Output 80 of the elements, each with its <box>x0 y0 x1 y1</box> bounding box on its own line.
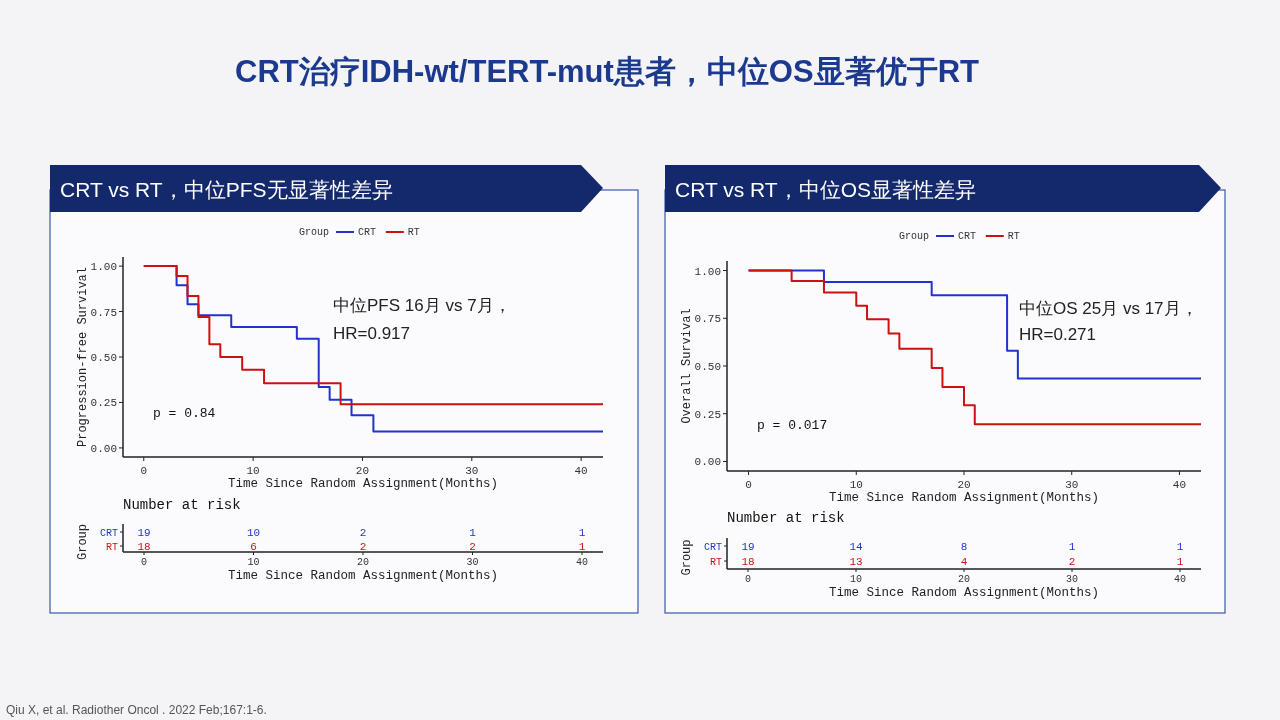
data-label: 1 <box>1068 541 1076 553</box>
x-tick-label: 10 <box>247 557 260 568</box>
y-tick-label: CRT <box>703 542 722 553</box>
y-tick-label: 0.00 <box>90 442 117 455</box>
x-tick-label: 20 <box>957 479 971 491</box>
annotation: p = 0.017 <box>757 418 828 433</box>
data-label: 19 <box>137 527 151 539</box>
annotation: HR=0.271 <box>1019 325 1097 344</box>
legend-label: CRT <box>358 227 377 238</box>
x-tick-label: 0 <box>140 557 148 568</box>
data-label: 2 <box>469 541 476 553</box>
x-tick-label: 20 <box>957 574 971 585</box>
x-axis-title: Time Since Random Assignment(Months) <box>227 569 499 583</box>
legend-title: Group <box>299 227 330 238</box>
y-tick-label: 1.00 <box>694 265 721 278</box>
data-label: 8 <box>960 541 968 553</box>
annotation: 中位OS 25月 vs 17月， <box>1019 299 1198 318</box>
legend-label: CRT <box>958 231 977 242</box>
y-axis-title: Group <box>680 539 694 576</box>
data-label: 1 <box>578 527 586 539</box>
legend-title: Group <box>899 231 930 242</box>
x-tick-label: 30 <box>465 465 479 477</box>
data-label: 14 <box>849 541 863 553</box>
chart-title: CRT vs RT，中位OS显著性差异 <box>675 178 977 201</box>
y-tick-label: CRT <box>99 528 118 539</box>
x-tick-label: 30 <box>1065 479 1079 491</box>
y-tick-label: 0.50 <box>90 352 117 364</box>
text: CRT治疗IDH-wt/TERT-mut患者，中位OS显著优于RT <box>235 54 980 89</box>
y-tick-label: 0.50 <box>694 361 721 373</box>
chart-title: Number at risk <box>123 497 241 513</box>
chart-title: CRT vs RT，中位PFS无显著性差异 <box>60 178 393 201</box>
y-axis-title: Group <box>76 523 90 561</box>
data-label: 1 <box>469 527 477 539</box>
y-tick-label: 0.75 <box>694 313 721 326</box>
annotation: HR=0.917 <box>333 324 411 343</box>
y-tick-label: RT <box>709 557 722 568</box>
x-axis-title: Time Since Random Assignment(Months) <box>227 477 499 491</box>
x-tick-label: 30 <box>466 557 479 568</box>
x-tick-label: 10 <box>246 465 260 477</box>
x-tick-label: 20 <box>355 465 370 477</box>
data-label: 13 <box>849 556 863 568</box>
data-label: 1 <box>1176 541 1184 553</box>
y-axis-title: Overall Survival <box>680 308 694 424</box>
data-label: 1 <box>578 541 586 553</box>
y-axis-title: Progression-free Survival <box>76 266 90 448</box>
y-tick-label: 0.75 <box>90 306 117 319</box>
chart-title: Number at risk <box>727 510 845 526</box>
data-label: 2 <box>359 527 367 539</box>
x-tick-label: 20 <box>356 557 370 568</box>
x-tick-label: 40 <box>1173 574 1187 585</box>
annotation: p = 0.84 <box>153 406 216 421</box>
data-label: 10 <box>246 527 261 539</box>
y-tick-label: 0.00 <box>694 456 721 469</box>
data-label: 18 <box>137 541 151 553</box>
legend-label: RT <box>1007 231 1020 242</box>
data-label: 1 <box>1176 556 1184 568</box>
y-tick-label: 0.25 <box>90 397 117 410</box>
x-tick-label: 40 <box>1172 479 1187 491</box>
text: Qiu X, et al. Radiother Oncol . 2022 Feb;167:1-6. <box>6 703 267 717</box>
data-label: 18 <box>741 556 755 568</box>
x-tick-label: 0 <box>140 465 148 477</box>
x-tick-label: 0 <box>745 479 752 491</box>
y-tick-label: RT <box>105 542 118 553</box>
data-label: 19 <box>741 541 755 553</box>
data-label: 2 <box>359 541 367 553</box>
x-tick-label: 40 <box>575 557 589 568</box>
y-tick-label: 0.25 <box>694 408 721 421</box>
legend-label: RT <box>407 227 420 238</box>
y-tick-label: 1.00 <box>90 261 117 274</box>
data-label: 4 <box>960 556 968 568</box>
x-tick-label: 0 <box>744 574 752 585</box>
x-tick-label: 30 <box>1065 574 1079 585</box>
x-tick-label: 40 <box>574 465 588 477</box>
x-tick-label: 10 <box>849 574 863 585</box>
data-label: 2 <box>1068 556 1076 568</box>
data-label: 6 <box>250 541 257 553</box>
annotation: 中位PFS 16月 vs 7月， <box>333 296 511 315</box>
x-tick-label: 10 <box>849 479 863 491</box>
x-axis-title: Time Since Random Assignment(Months) <box>828 586 1100 600</box>
x-axis-title: Time Since Random Assignment(Months) <box>828 491 1100 505</box>
